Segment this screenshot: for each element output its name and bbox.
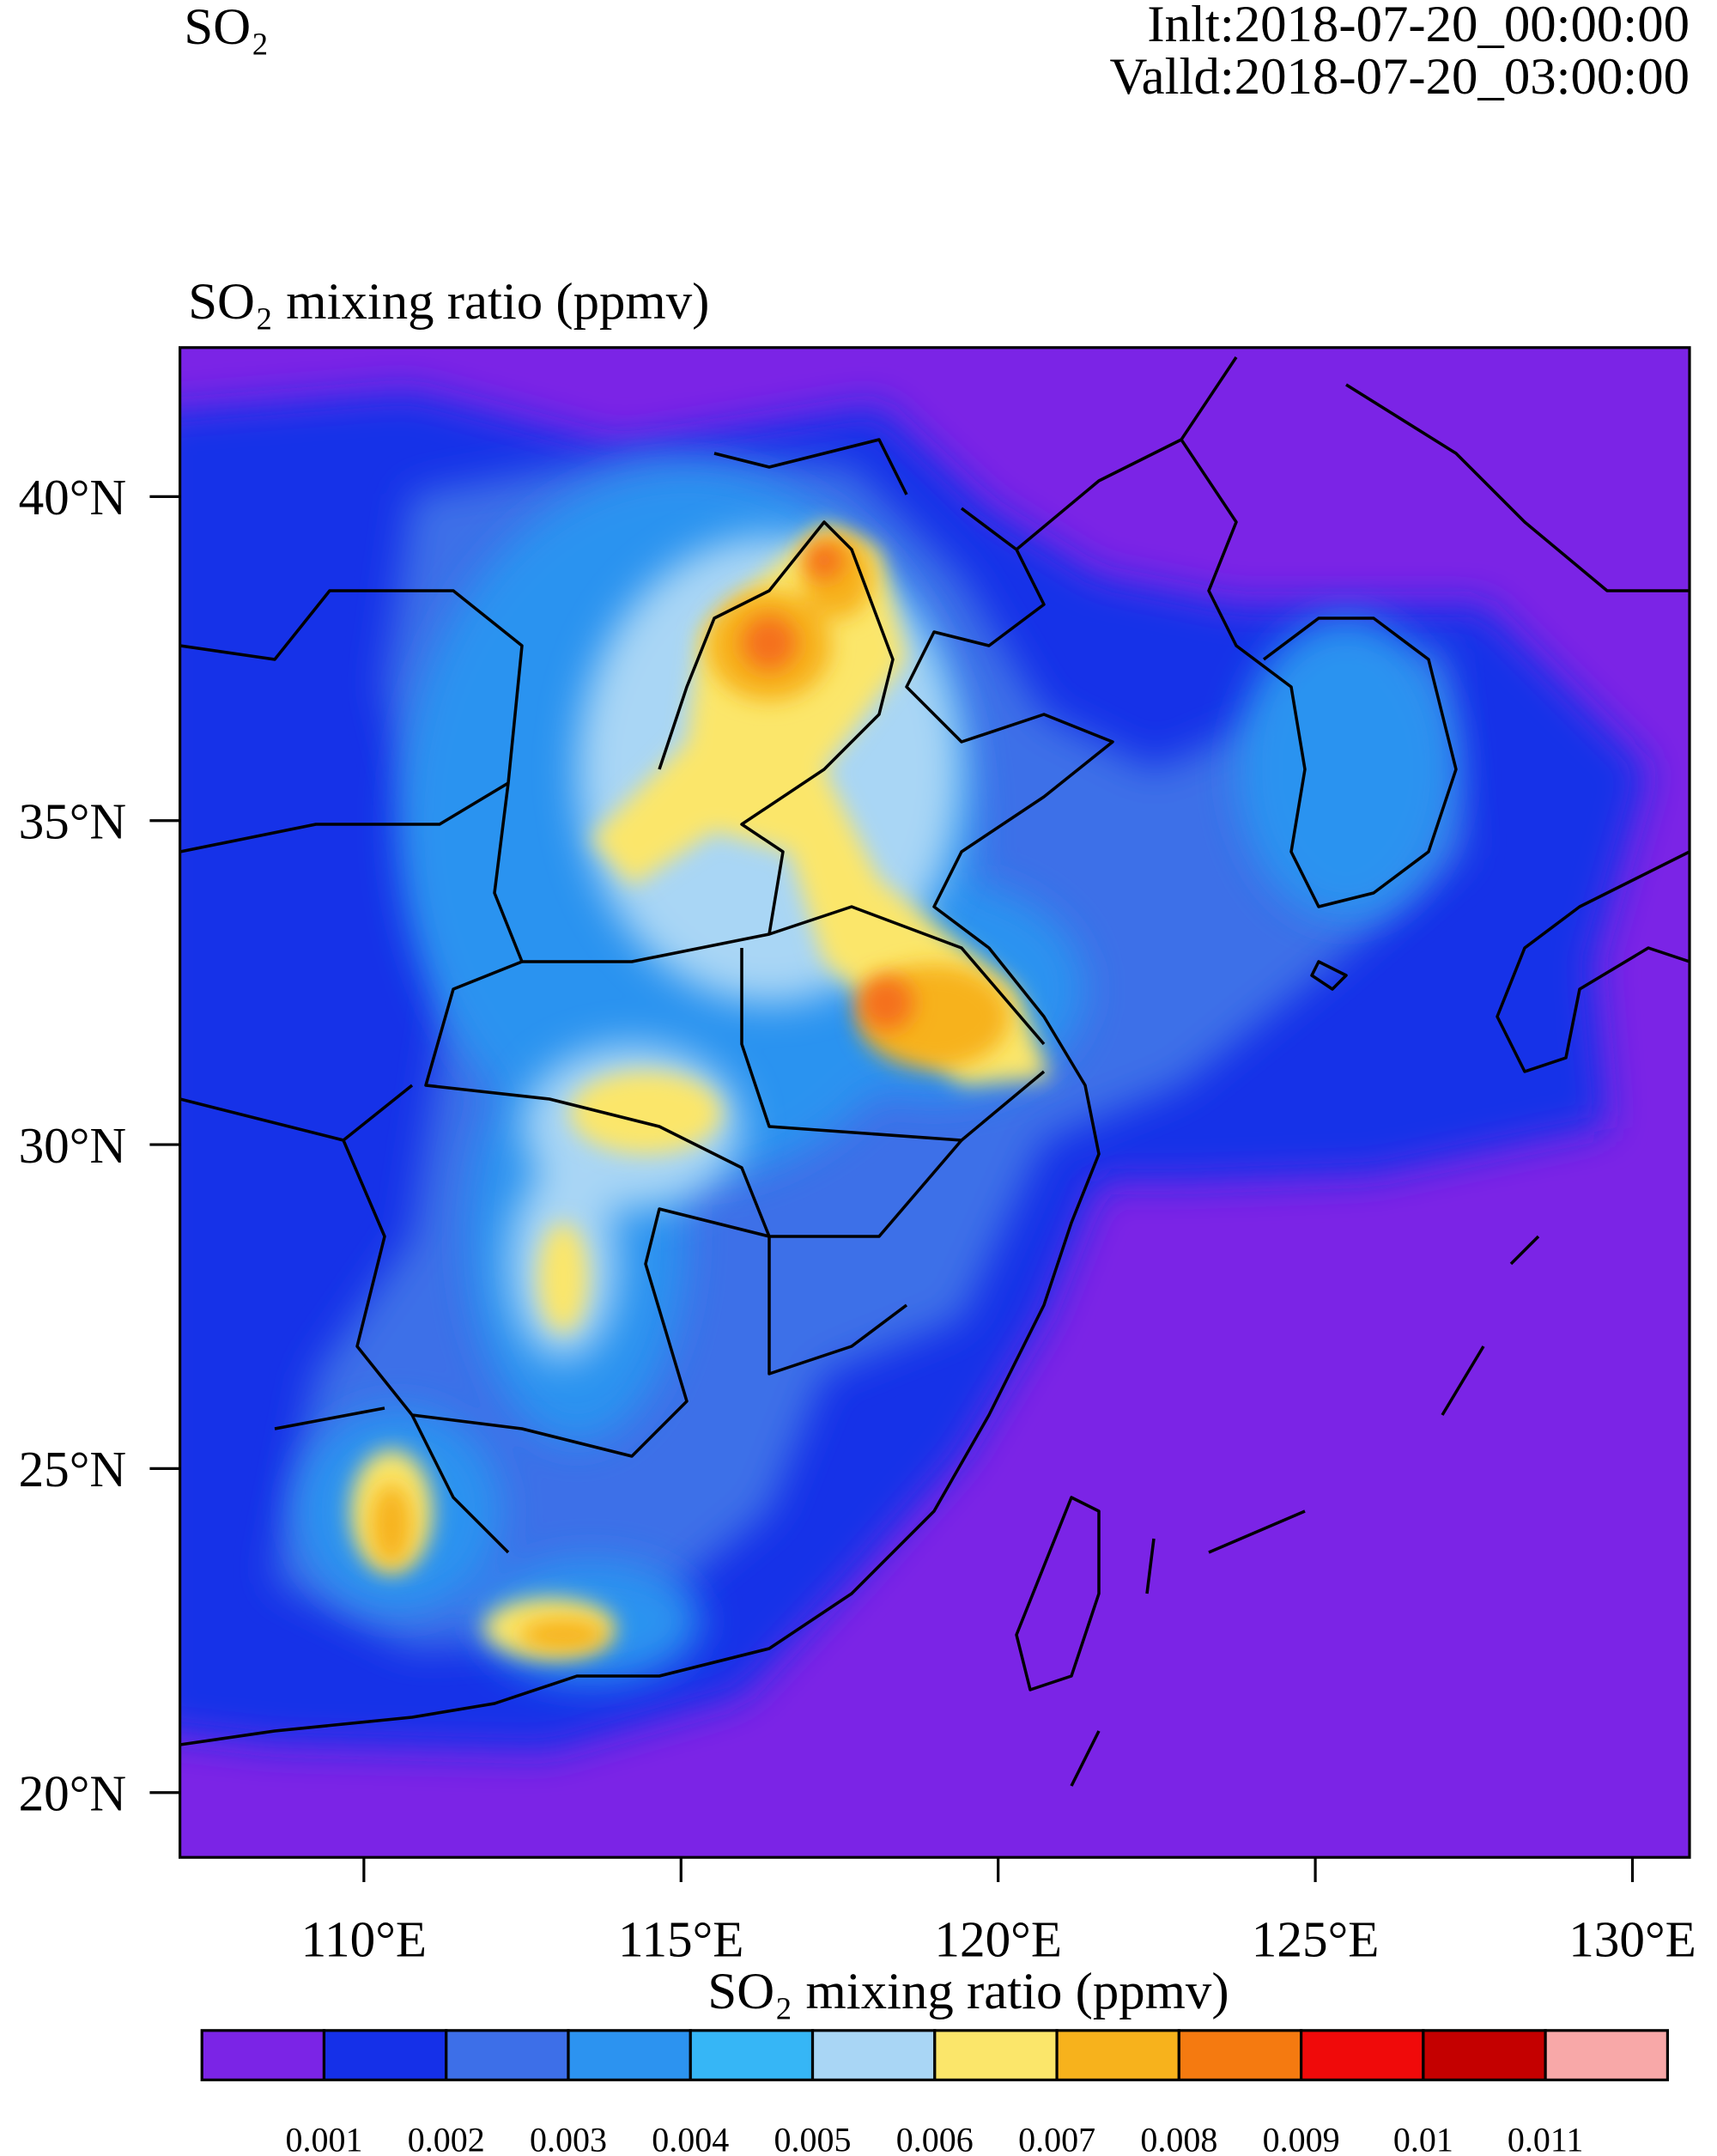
colorbar-box	[322, 2029, 448, 2081]
colorbar-box	[1544, 2029, 1670, 2081]
colorbar-box	[567, 2029, 692, 2081]
x-tick-label: 130°E	[1568, 1910, 1696, 1967]
colorbar-box	[445, 2029, 570, 2081]
map-frame	[178, 346, 1691, 1859]
init-time: Inlt:2018-07-20_00:00:00	[1147, 0, 1690, 53]
colorbar-box	[689, 2029, 815, 2081]
colorbar-label: 0.004	[652, 2121, 729, 2156]
colorbar-label: 0.011	[1508, 2121, 1584, 2156]
field-level	[742, 541, 913, 1030]
colorbar-title: SO₂ mixing ratio (ppmv)	[707, 1963, 1229, 2020]
y-tick-label: 40°N	[19, 469, 127, 525]
y-tick-label: 25°N	[19, 1441, 127, 1497]
colorbar-label: 0.009	[1263, 2121, 1340, 2156]
colorbar-box	[200, 2029, 326, 2081]
colorbar-box	[933, 2029, 1059, 2081]
colorbar-box	[1055, 2029, 1180, 2081]
y-tick-label: 35°N	[19, 793, 127, 850]
x-tick-label: 120°E	[934, 1910, 1062, 1967]
coastline	[179, 356, 1690, 1787]
y-tick-label: 20°N	[19, 1765, 127, 1822]
x-tick-label: 125°E	[1252, 1910, 1380, 1967]
field-name: SO₂	[184, 0, 269, 56]
y-tick-label: 30°N	[19, 1117, 127, 1174]
colorbar-label: 0.003	[530, 2121, 607, 2156]
colorbar-label: 0.007	[1018, 2121, 1095, 2156]
colorbar-label: 0.006	[896, 2121, 974, 2156]
colorbar-label: 0.008	[1140, 2121, 1217, 2156]
colorbar-label: 0.01	[1393, 2121, 1453, 2156]
colorbar-box	[810, 2029, 937, 2081]
colorbar-label: 0.001	[285, 2121, 362, 2156]
boundaries	[179, 438, 1046, 1554]
colorbar-box	[1177, 2029, 1303, 2081]
x-tick-label: 110°E	[301, 1910, 427, 1967]
valid-time: Valld:2018-07-20_03:00:00	[1110, 48, 1690, 106]
map-title: SO₂ mixing ratio (ppmv)	[188, 273, 709, 331]
map-field	[179, 347, 1690, 1858]
colorbar-box	[1300, 2029, 1425, 2081]
colorbar-box	[1422, 2029, 1547, 2081]
x-tick-label: 115°E	[618, 1910, 743, 1967]
colorbar-label: 0.002	[408, 2121, 485, 2156]
colorbar-label: 0.005	[774, 2121, 852, 2156]
